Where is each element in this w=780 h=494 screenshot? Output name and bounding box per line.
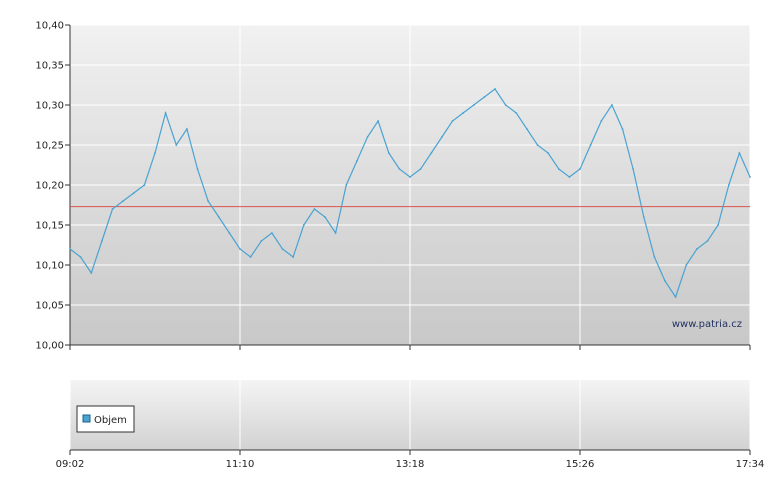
x-tick-label: 13:18 — [396, 459, 425, 470]
legend-swatch — [82, 414, 91, 423]
price-point — [674, 296, 677, 298]
y-tick-label: 10,40 — [35, 21, 64, 32]
price-point — [717, 224, 719, 226]
x-tick-label: 15:26 — [566, 459, 595, 470]
watermark-text: www.patria.cz — [672, 319, 742, 330]
price-point — [642, 216, 645, 218]
price-point — [621, 128, 624, 130]
price-point — [398, 168, 401, 170]
price-point — [186, 128, 188, 130]
x-tick-label: 17:34 — [736, 459, 765, 470]
price-point — [579, 168, 581, 170]
price-point — [472, 104, 475, 106]
price-point — [324, 216, 326, 218]
price-point — [738, 152, 741, 154]
price-point — [111, 208, 114, 210]
y-tick-label: 10,05 — [35, 301, 64, 312]
y-tick-label: 10,00 — [35, 341, 64, 352]
price-point — [196, 168, 199, 170]
price-point — [706, 240, 709, 242]
price-point — [345, 184, 348, 186]
price-point — [101, 240, 103, 242]
price-point — [377, 120, 379, 122]
price-point — [154, 152, 156, 154]
price-point — [122, 200, 124, 202]
price-point — [419, 168, 422, 170]
price-point — [79, 256, 82, 258]
price-point — [207, 200, 210, 202]
price-point — [515, 112, 518, 114]
price-point — [302, 224, 305, 226]
price-point — [557, 168, 560, 170]
price-point — [696, 248, 698, 250]
price-point — [164, 112, 167, 114]
price-point — [749, 176, 751, 178]
price-point — [451, 120, 454, 122]
price-point — [589, 144, 592, 146]
x-tick-label: 11:10 — [226, 459, 255, 470]
price-point — [685, 264, 688, 266]
y-tick-label: 10,10 — [35, 261, 64, 272]
price-point — [547, 152, 549, 154]
price-point — [239, 248, 241, 250]
price-point — [387, 152, 390, 154]
price-point — [664, 280, 666, 282]
volume-grid — [69, 380, 751, 450]
x-tick-label: 09:02 — [56, 459, 85, 470]
price-point — [175, 144, 178, 146]
price-point — [90, 272, 93, 274]
price-point — [504, 104, 507, 106]
price-point — [249, 256, 252, 258]
price-point — [494, 88, 496, 90]
price-point — [430, 152, 433, 154]
price-point — [366, 136, 369, 138]
price-point — [313, 208, 316, 210]
price-point — [143, 184, 146, 186]
price-point — [727, 184, 730, 186]
y-tick-label: 10,25 — [35, 141, 64, 152]
price-point — [334, 232, 337, 234]
price-point — [292, 256, 294, 258]
price-point — [536, 144, 539, 146]
price-point — [356, 160, 358, 162]
y-tick-label: 10,15 — [35, 221, 64, 232]
y-tick-label: 10,35 — [35, 61, 64, 72]
y-tick-label: 10,30 — [35, 101, 64, 112]
x-axis: 09:02 11:10 13:18 15:26 17:34 — [56, 344, 765, 470]
price-point — [483, 96, 486, 98]
price-y-axis: 10,40 10,35 10,30 10,25 10,20 10,15 10,10 10,05… — [35, 21, 71, 352]
price-series-points — [69, 88, 751, 298]
price-point — [281, 248, 284, 250]
price-point — [462, 112, 464, 114]
price-point — [441, 136, 443, 138]
legend-label: Objem — [94, 415, 127, 426]
price-point — [409, 176, 411, 178]
price-point — [526, 128, 528, 130]
volume-legend: Objem — [76, 405, 135, 433]
price-point — [271, 232, 273, 234]
price-point — [132, 192, 135, 194]
y-tick-label: 10,20 — [35, 181, 64, 192]
price-point — [611, 104, 613, 106]
price-point — [228, 232, 231, 234]
price-point — [632, 168, 634, 170]
price-point — [260, 240, 263, 242]
price-point — [653, 256, 656, 258]
price-point — [568, 176, 571, 178]
price-point — [217, 216, 220, 218]
price-point — [69, 248, 71, 250]
price-point — [600, 120, 603, 122]
